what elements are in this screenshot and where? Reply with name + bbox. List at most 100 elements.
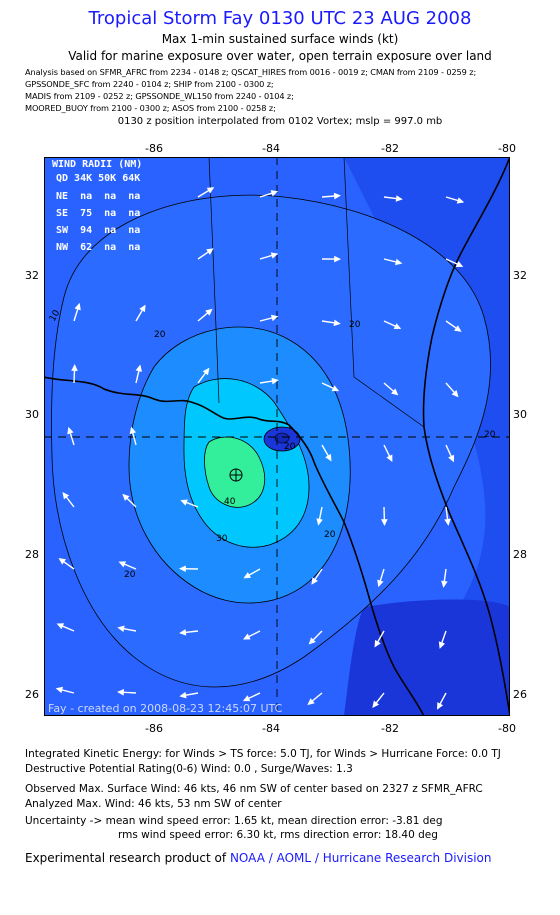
uncertainty-line-2: rms wind speed error: 6.30 kt, rms direc… — [118, 829, 438, 841]
ike-line: Integrated Kinetic Energy: for Winds > T… — [25, 748, 501, 760]
wind-vector-arrowhead — [271, 377, 279, 385]
contour-label: 40 — [224, 497, 236, 507]
y-tick-right-28: 28 — [513, 548, 527, 561]
wind-field-map: 10 20 20 20 20 20 30 40 20 WIND RADII (N… — [44, 157, 510, 716]
wind-radii-table: WIND RADII (NM) QD 34K 50K 64K NE na na … — [52, 159, 142, 253]
y-tick-right-26: 26 — [513, 688, 527, 701]
wind-vector-arrowhead — [333, 319, 341, 327]
wind-vector-arrowhead — [381, 519, 388, 526]
wind-vector-arrowhead — [62, 491, 70, 500]
x-tick-top-86: -86 — [145, 142, 163, 155]
wind-vector-arrowhead — [135, 364, 142, 372]
wind-vector-arrowhead — [441, 580, 448, 588]
analysis-line-2: GPSSONDE_SFC from 2240 - 0104 z; SHIP fr… — [25, 79, 274, 89]
observed-max-line: Observed Max. Surface Wind: 46 kts, 46 n… — [25, 783, 483, 795]
analysis-line-1: Analysis based on SFMR_AFRC from 2234 - … — [25, 67, 477, 77]
wind-vector-arrowhead — [316, 518, 323, 526]
wind-vector-arrowhead — [139, 304, 146, 313]
x-tick-bottom-80: -80 — [498, 722, 516, 735]
wind-vector-arrowhead — [117, 625, 125, 632]
y-tick-left-32: 32 — [25, 269, 39, 282]
credit-line: Experimental research product of NOAA / … — [25, 851, 492, 865]
wind-vector-arrowhead — [180, 499, 188, 506]
wind-vectors — [55, 187, 465, 710]
wind-radii-row-sw: SW 94 na na — [56, 225, 140, 236]
coastline-atlantic — [422, 157, 510, 716]
x-tick-bottom-84: -84 — [262, 722, 280, 735]
contour-label: 30 — [216, 534, 228, 544]
y-tick-left-30: 30 — [25, 408, 39, 421]
dpr-line: Destructive Potential Rating(0-6) Wind: … — [25, 763, 353, 775]
contour-label: 20 — [349, 320, 361, 330]
chart-title: Tropical Storm Fay 0130 UTC 23 AUG 2008 — [88, 8, 472, 29]
wind-vector-arrowhead — [179, 691, 187, 699]
contour-label: 20 — [124, 570, 136, 580]
wind-vector-arrowhead — [331, 385, 340, 392]
position-note: 0130 z position interpolated from 0102 V… — [117, 116, 443, 127]
x-tick-top-80: -80 — [498, 142, 516, 155]
wind-vector-arrowhead — [242, 695, 251, 702]
wind-vector-arrowhead — [270, 252, 279, 259]
wind-vector-arrowhead — [129, 426, 137, 435]
wind-vector-arrowhead — [308, 637, 316, 645]
wind-vector-arrowhead — [395, 195, 403, 202]
wind-vector-arrowhead — [311, 577, 318, 585]
state-border — [208, 157, 425, 428]
wind-radii-row-se: SE 75 na na — [56, 208, 140, 219]
wind-vector-arrowhead — [202, 367, 210, 376]
wind-vector-arrowhead — [74, 302, 81, 311]
wind-vector-arrowhead — [206, 187, 215, 194]
wind-vector-arrowhead — [333, 192, 341, 200]
wind-vector-arrowhead — [56, 623, 65, 630]
wind-vector-arrowhead — [243, 633, 251, 640]
wind-vector-arrowhead — [377, 579, 384, 588]
wind-radii-header: QD 34K 50K 64K — [56, 173, 140, 184]
analyzed-max-line: Analyzed Max. Wind: 46 kts, 53 nm SW of … — [25, 798, 282, 810]
wind-vector-arrowhead — [243, 572, 252, 579]
y-tick-left-28: 28 — [25, 548, 39, 561]
x-tick-top-84: -84 — [262, 142, 280, 155]
y-tick-left-26: 26 — [25, 688, 39, 701]
analysis-line-3: MADIS from 2109 - 0252 z; GPSSONDE_WL150… — [25, 91, 294, 101]
wind-vector-arrowhead — [71, 364, 78, 371]
contour-region-40kt — [204, 436, 266, 508]
wind-vector-arrowhead — [205, 308, 213, 316]
wind-vector-arrowhead — [118, 561, 127, 568]
wind-vector-arrowhead — [122, 493, 130, 501]
wind-vector-arrowhead — [117, 689, 125, 696]
wind-vector-arrowhead — [179, 565, 186, 573]
map-created-footer: Fay - created on 2008-08-23 12:45:07 UTC — [48, 702, 283, 715]
wind-vector-arrowhead — [437, 702, 444, 710]
wind-vector-arrowhead — [374, 639, 381, 648]
wind-vector-arrowhead — [67, 426, 74, 435]
coastline-gulf — [44, 376, 425, 716]
analysis-line-4: MOORED_BUOY from 2100 - 0300 z; ASOS fro… — [25, 103, 276, 113]
uncertainty-line-1: Uncertainty -> mean wind speed error: 1.… — [25, 815, 443, 827]
wind-radii-row-ne: NE na na na — [56, 191, 140, 202]
y-tick-right-32: 32 — [513, 269, 527, 282]
contour-label: 20 — [324, 530, 336, 540]
wind-vector-arrowhead — [393, 323, 402, 330]
x-tick-bottom-82: -82 — [381, 722, 399, 735]
y-tick-right-30: 30 — [513, 408, 527, 421]
wind-vector-arrowhead — [455, 261, 464, 268]
subtitle-exposure: Valid for marine exposure over water, op… — [68, 49, 492, 63]
wind-vector-arrowhead — [58, 558, 66, 565]
wind-vector-arrowhead — [391, 388, 399, 396]
wind-vector-arrowhead — [334, 255, 341, 263]
wind-vector-arrowhead — [372, 700, 380, 708]
wind-vector-arrowhead — [438, 641, 446, 649]
x-tick-bottom-86: -86 — [145, 722, 163, 735]
wind-vector-arrowhead — [325, 453, 332, 462]
wind-vector-arrowhead — [270, 314, 279, 322]
wind-vector-arrowhead — [444, 518, 451, 526]
contour-region-lowest-southeast — [344, 599, 510, 716]
subtitle-winds: Max 1-min sustained surface winds (kt) — [161, 32, 399, 46]
wind-radii-title: WIND RADII (NM) — [52, 159, 142, 170]
contour-label: 20 — [284, 442, 296, 452]
wind-radii-row-nw: NW 62 na na — [56, 242, 140, 253]
wind-vector-arrowhead — [270, 190, 279, 197]
wind-vector-arrowhead — [307, 698, 315, 706]
wind-vector-arrowhead — [395, 258, 403, 266]
credit-link[interactable]: NOAA / AOML / Hurricane Research Divisio… — [229, 851, 492, 865]
